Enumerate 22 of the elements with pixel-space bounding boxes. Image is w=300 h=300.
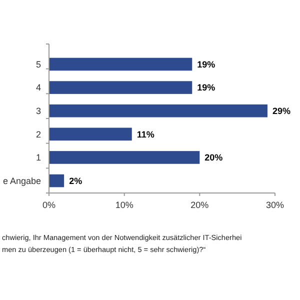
x-tick-label: 10% — [115, 200, 134, 210]
y-tick-label: 4 — [36, 82, 41, 93]
data-label: 19% — [197, 59, 216, 70]
x-tick-label: 0% — [42, 200, 56, 210]
y-tick-label: e Angabe — [2, 176, 41, 186]
y-tick-label: 2 — [36, 129, 41, 140]
bar — [49, 151, 200, 164]
y-tick-label: 5 — [36, 59, 41, 70]
data-label: 11% — [136, 129, 154, 140]
bar — [49, 174, 64, 188]
y-tick-label: 3 — [36, 106, 41, 116]
bar — [49, 128, 132, 141]
x-tick-label: 20% — [190, 200, 209, 210]
data-label: 19% — [197, 82, 216, 93]
bar — [49, 58, 192, 71]
data-label: 29% — [272, 106, 290, 116]
x-tick-label: 30% — [266, 200, 284, 210]
y-tick-label: 1 — [36, 152, 41, 163]
bar — [49, 104, 268, 118]
bar — [49, 81, 192, 94]
data-label: 20% — [204, 152, 223, 163]
data-label: 2% — [69, 176, 82, 186]
